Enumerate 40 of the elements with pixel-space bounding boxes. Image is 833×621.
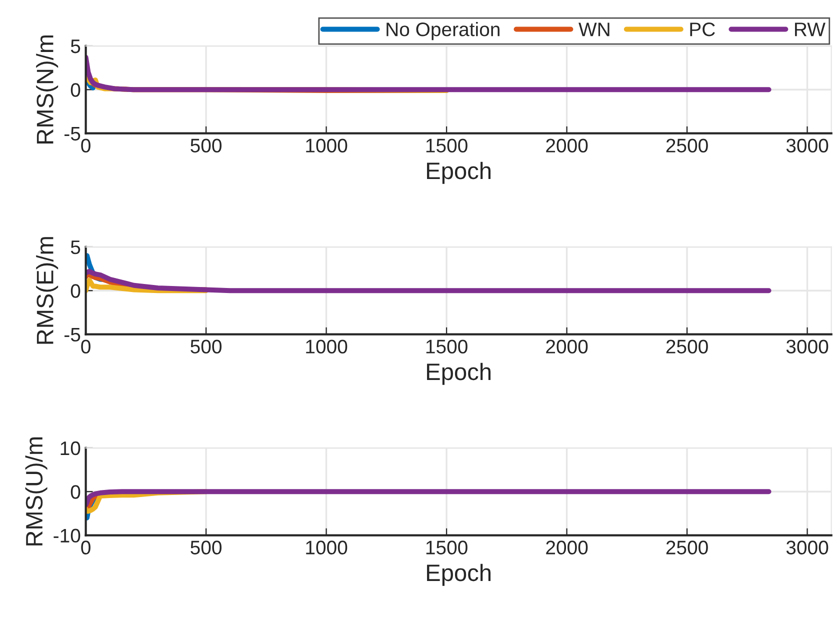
y-tick-label: -10: [54, 528, 80, 543]
y-tick-label: 0: [70, 485, 80, 499]
x-tick-label: 0: [81, 540, 90, 554]
y-axis-title: RMS(E)/m: [36, 237, 58, 344]
x-tick-label: 1000: [306, 138, 348, 152]
y-tick-label: 5: [70, 240, 80, 254]
legend-label: PC: [690, 22, 715, 36]
x-tick-label: 500: [190, 540, 222, 554]
x-tick-label: 2000: [546, 138, 588, 152]
x-tick-label: 1500: [426, 340, 468, 354]
legend-label: WN: [578, 22, 610, 36]
x-axis-title: Epoch: [427, 362, 491, 385]
y-tick-label: 0: [70, 83, 80, 97]
x-tick-label: 2500: [666, 540, 708, 554]
x-tick-label: 1000: [306, 540, 348, 554]
x-tick-label: 1000: [306, 340, 348, 354]
x-axis-title: Epoch: [427, 162, 491, 184]
x-tick-label: 2500: [666, 138, 708, 152]
legend-label: RW: [795, 22, 826, 36]
x-tick-label: 3000: [786, 340, 828, 354]
y-tick-label: -5: [64, 328, 80, 342]
x-tick-label: 500: [190, 340, 222, 354]
x-tick-label: 0: [81, 138, 90, 152]
y-tick-label: 0: [70, 284, 80, 298]
y-axis-title: RMS(U)/m: [25, 437, 48, 546]
x-tick-label: 2500: [666, 340, 708, 354]
x-tick-label: 1500: [426, 138, 468, 152]
x-tick-label: 1500: [426, 540, 468, 554]
y-axis-title: RMS(N)/m: [36, 35, 58, 144]
x-tick-label: 0: [81, 340, 90, 354]
x-tick-label: 2000: [546, 340, 588, 354]
x-tick-label: 2000: [546, 540, 588, 554]
y-tick-label: 5: [70, 40, 80, 54]
x-tick-label: 3000: [786, 138, 828, 152]
y-tick-label: 10: [60, 441, 80, 456]
y-tick-label: -5: [64, 127, 80, 141]
x-axis-title: Epoch: [427, 564, 491, 586]
legend-label: No Operation: [386, 22, 500, 40]
x-tick-label: 3000: [786, 540, 828, 554]
x-tick-label: 500: [190, 138, 222, 152]
